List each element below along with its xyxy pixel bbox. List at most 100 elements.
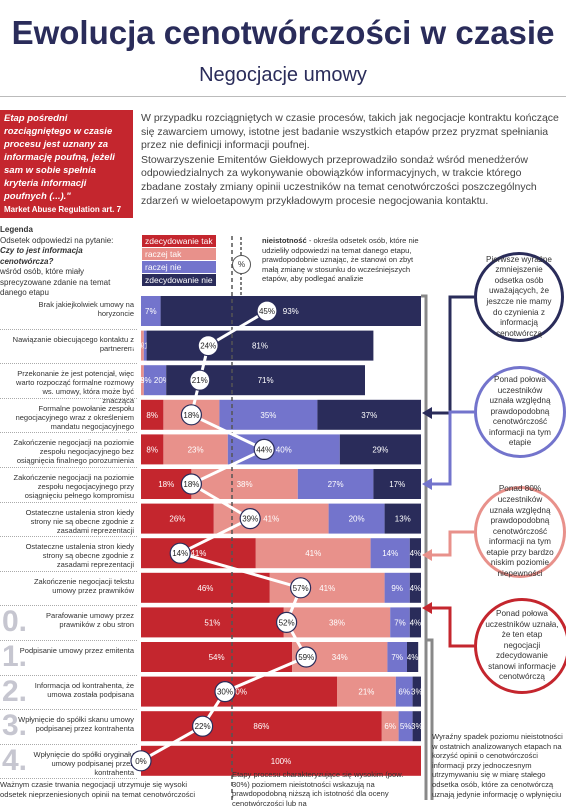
irrelevance-value-label: 14%	[172, 549, 188, 558]
bar-segment	[398, 711, 413, 742]
irrelevance-value-label: 39%	[242, 515, 258, 524]
bar-value-label: 27%	[328, 480, 344, 489]
bottom-note-left: Ważnym czasie trwania negocjacji utrzymu…	[0, 780, 196, 799]
bar-value-label: 7%	[391, 653, 403, 662]
irrelevance-marker	[290, 577, 312, 599]
bar-segment	[227, 434, 340, 465]
bar-segment	[141, 469, 192, 499]
bar-value-label: 9%	[391, 584, 403, 593]
bar-segment	[141, 572, 270, 603]
irrelevance-legend-title: nieistotność	[262, 236, 307, 245]
legend-title: Legenda	[0, 225, 33, 234]
bar-value-label: 26%	[169, 515, 185, 524]
bar-value-label: 14%	[382, 549, 398, 558]
bar-value-label: 38%	[237, 480, 253, 489]
bar-value-label: 54%	[209, 653, 225, 662]
bar-value-label: 8%	[146, 411, 158, 420]
bar-value-label: 41%	[319, 584, 335, 593]
bar-value-label: 17%	[389, 480, 405, 489]
bubble-connector	[430, 295, 474, 415]
bar-segment	[409, 572, 421, 603]
bar-segment	[328, 503, 385, 534]
irrelevance-value-label: 18%	[183, 480, 199, 489]
bar-value-label: 29%	[372, 445, 388, 454]
bar-value-label: 18%	[158, 480, 174, 489]
bar-value-label: 41%	[305, 549, 321, 558]
row-separator	[0, 675, 137, 711]
row-separator	[0, 294, 137, 330]
row-number: 0.	[2, 605, 28, 639]
row-separator	[0, 709, 137, 745]
row-label: Brak jakiejkolwiek umowy na horyzoncie	[38, 300, 134, 318]
bar-value-label: 4%	[410, 549, 422, 558]
bar-value-label: 20%	[183, 411, 199, 420]
page-subtitle: Negocjacje umowy	[199, 64, 367, 86]
irrelevance-marker	[180, 473, 202, 495]
bubble-connector	[430, 530, 474, 557]
irrelevance-value-label: 24%	[200, 342, 216, 351]
annotation-bubble: Ponad połowa uczestników uznała względną…	[474, 366, 566, 458]
bar-segment	[143, 365, 167, 396]
quote-source: Market Abuse Regulation art. 7 ust. 3	[4, 205, 122, 214]
bar-value-label: 4%	[410, 618, 422, 627]
bar-segment	[292, 642, 388, 672]
bar-value-label: 1%	[137, 342, 149, 351]
bar-segment	[283, 607, 391, 638]
bar-segment	[255, 538, 371, 569]
bar-value-label: 23%	[188, 445, 204, 454]
bar-value-label: 4%	[410, 584, 422, 593]
row-separator	[0, 398, 137, 434]
bar-value-label: 3%	[411, 722, 423, 731]
percent-icon: %	[232, 255, 251, 274]
bar-value-label: 38%	[329, 618, 345, 627]
row-number: 4.	[2, 743, 28, 777]
row-separator	[0, 536, 137, 572]
irrelevance-marker	[295, 646, 317, 668]
bar-value-label: 13%	[395, 515, 411, 524]
irrelevance-value-label: 30%	[217, 688, 233, 697]
legend-item-zdecydowanie-nie: zdecydowanie nie	[142, 274, 216, 286]
irrelevance-value-label: 44%	[256, 445, 272, 454]
bar-segment	[381, 711, 399, 742]
irrelevance-marker	[256, 300, 278, 322]
bar-segment	[219, 399, 318, 430]
bar-value-label: 7%	[394, 618, 406, 627]
row-separator	[0, 744, 137, 780]
irrelevance-marker	[192, 715, 214, 737]
irrelevance-marker	[197, 335, 219, 357]
bar-segment	[387, 642, 407, 672]
bar-segment	[409, 538, 421, 569]
row-number: 3.	[2, 709, 28, 743]
row-label: Ostateczne ustalenia stron kiedy strony …	[25, 507, 134, 535]
intro-paragraph-2: Stowarzyszenie Emitentów Giełdowych prze…	[141, 153, 537, 207]
legend-description: Legenda Odsetek odpowiedzi na pytanie: C…	[0, 225, 134, 299]
legend-item-raczej-nie: raczej nie	[142, 261, 216, 273]
bubble-connector	[430, 410, 474, 486]
bar-value-label: 35%	[260, 411, 276, 420]
row-label: Parafowanie umowy przez prawników z obu …	[46, 611, 134, 630]
mar-quote-box: Etap pośredni rozciągniętego w czasie pr…	[0, 110, 133, 218]
irrelevance-value-label: 22%	[195, 722, 211, 731]
bar-value-label: 34%	[332, 653, 348, 662]
bar-segment	[141, 642, 293, 672]
bar-segment	[337, 676, 396, 707]
bubble-arrowhead	[422, 549, 432, 561]
row-separator	[0, 363, 137, 399]
bottom-note-middle: Etapy procesu charakteryzujące się wysok…	[232, 770, 404, 808]
bar-value-label: 8%	[146, 445, 158, 454]
legend-line-1: Odsetek odpowiedzi na pytanie:	[0, 235, 114, 245]
page-title: Ewolucja cenotwórczości w czasie	[11, 14, 555, 51]
bar-segment	[407, 642, 419, 672]
irrelevance-marker	[239, 507, 261, 530]
bar-segment	[384, 572, 410, 603]
bar-value-label: 71%	[258, 376, 274, 385]
bar-value-label: 20%	[349, 515, 365, 524]
bar-segment	[409, 607, 421, 638]
bar-value-label: 6%	[384, 722, 396, 731]
bar-segment	[141, 434, 164, 465]
row-separator	[0, 467, 137, 503]
bubble-connector	[430, 606, 474, 648]
bar-segment	[141, 607, 284, 638]
intro-paragraph-1: W przypadku rozciągniętych w czasie proc…	[141, 112, 559, 152]
row-label: Ostateczne ustalenia stron kiedy strony …	[25, 542, 134, 570]
